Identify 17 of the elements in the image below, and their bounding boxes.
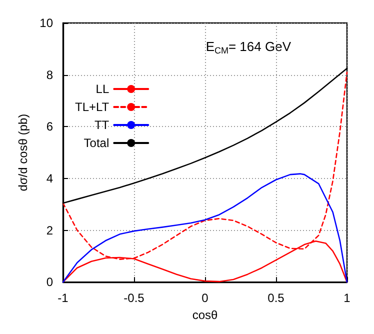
y-tick-label: 4 [46,171,54,186]
y-tick-label: 6 [46,120,54,134]
x-tick-label: 0.5 [268,291,285,306]
legend-label: TL+LT [75,100,110,114]
x-tick-label: 1 [344,291,351,306]
legend-label: Total [84,136,110,150]
x-tick-label: -1 [58,291,69,306]
y-tick-label: 0 [46,275,54,290]
y-axis-title: dσ/d cosθ (pb) [16,114,30,192]
x-tick-label: 0 [202,291,209,306]
y-tick-label: 8 [46,68,54,82]
x-axis-title: cosθ [192,308,218,322]
y-tick-label: 10 [40,16,54,30]
legend-label: TT [94,118,110,132]
x-tick-label: -0.5 [124,291,145,306]
y-tick-label: 2 [46,223,54,238]
legend-label: LL [96,82,110,96]
